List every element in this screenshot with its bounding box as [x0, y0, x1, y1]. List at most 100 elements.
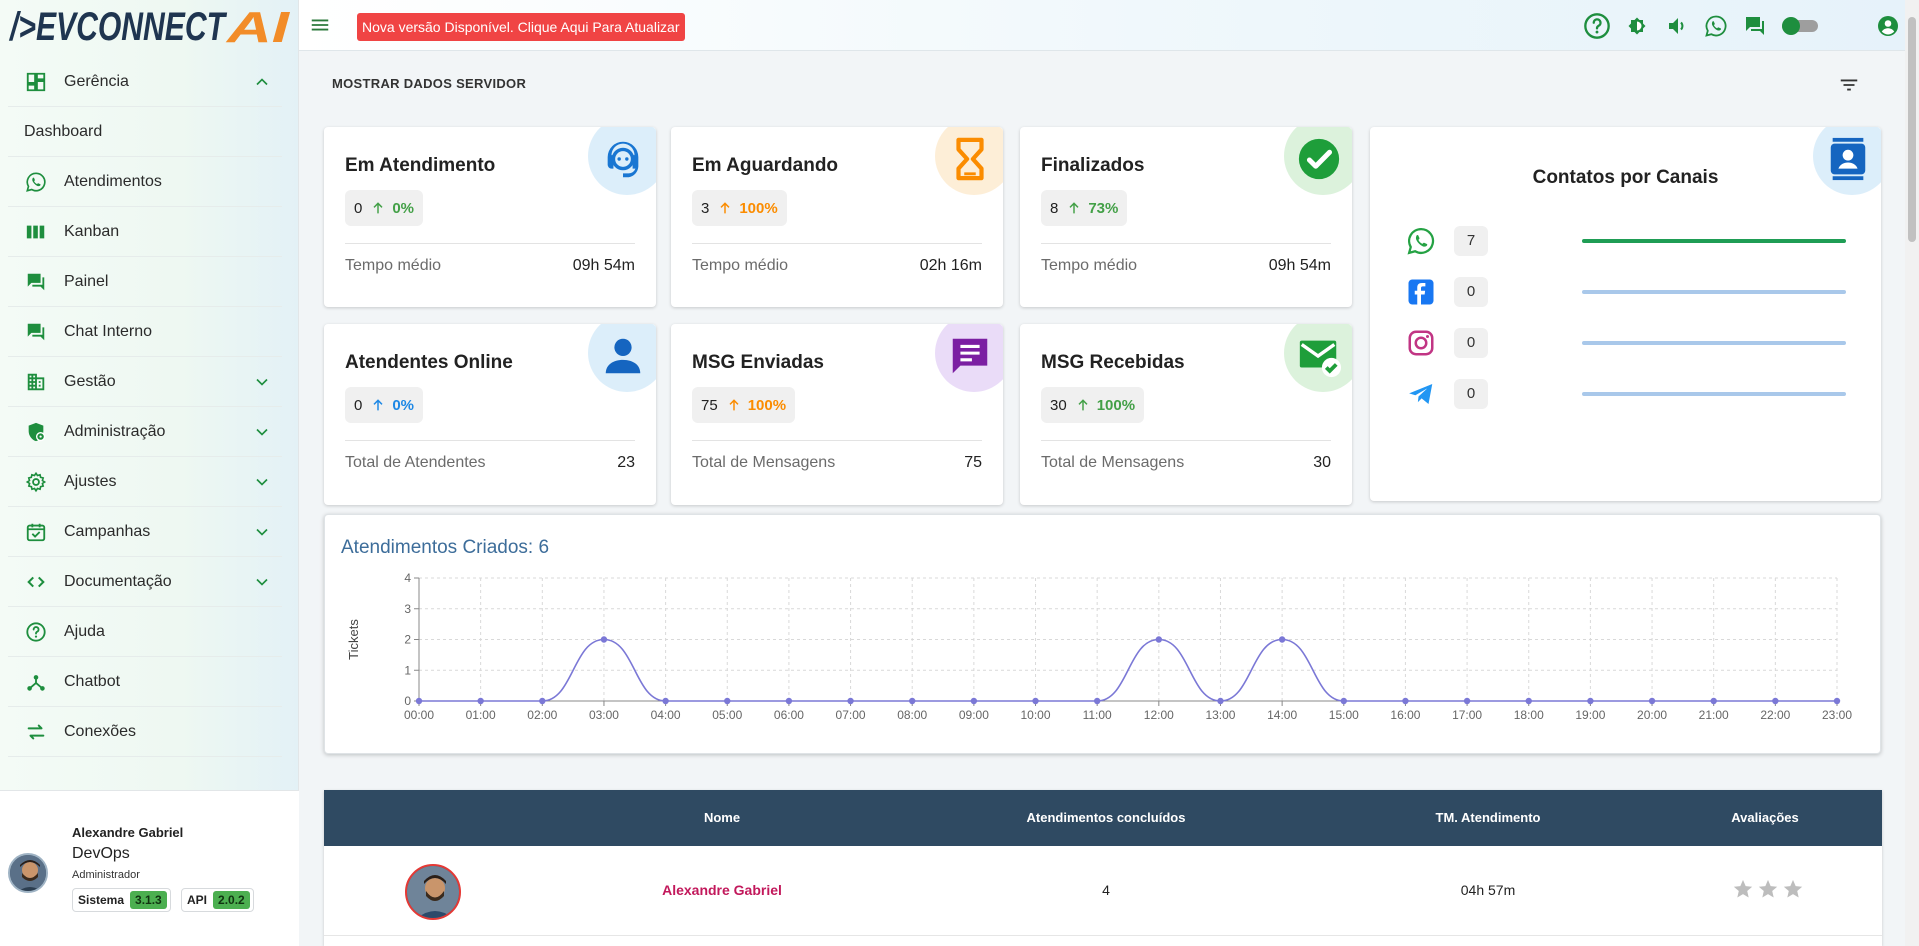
filter-icon[interactable] — [1838, 74, 1860, 96]
account-icon[interactable] — [1876, 14, 1900, 38]
sidebar: />EVCONNECT AI Gerência Dashboard Atendime… — [0, 0, 299, 946]
col-nome[interactable]: Nome — [703, 810, 741, 825]
sidebar-item-label: Documentação — [64, 572, 172, 590]
sidebar-item-painel[interactable]: Painel — [8, 257, 282, 307]
x-tick-label: 15:00 — [1329, 708, 1359, 722]
menu-icon[interactable] — [309, 14, 331, 36]
sidebar-item-label: Atendimentos — [64, 172, 162, 190]
api-version-number: 2.0.2 — [213, 891, 250, 909]
table-row[interactable]: Alexandre Gabriel 4 04h 57m — [324, 846, 1882, 936]
stat-card: MSG Enviadas 75 100% Total de Mensagens 75 — [671, 324, 1003, 505]
brightness-icon[interactable] — [1625, 14, 1649, 38]
card-title: MSG Enviadas — [692, 352, 824, 373]
card-title: MSG Recebidas — [1041, 352, 1185, 373]
stat-card: Atendentes Online 0 0% Total de Atendentes 2… — [324, 324, 656, 505]
col-avaliacoes[interactable]: Avaliações — [1731, 810, 1799, 825]
mail-check-icon — [1299, 340, 1342, 378]
card-footer-label: Total de Mensagens — [1041, 454, 1185, 471]
col-tm-atendimento[interactable]: TM. Atendimento — [1435, 810, 1541, 825]
topbar: Nova versão Disponível. Clique Aqui Para… — [299, 0, 1919, 51]
canal-count: 0 — [1454, 379, 1488, 409]
sidebar-item-gerencia[interactable]: Gerência — [8, 57, 282, 107]
sidebar-item-campanhas[interactable]: Campanhas — [8, 507, 282, 557]
card-divider — [345, 440, 635, 441]
card-footer-value: 23 — [617, 454, 635, 471]
arrow-up-icon — [1078, 399, 1088, 411]
sidebar-item-chat-interno[interactable]: Chat Interno — [8, 307, 282, 357]
sidebar-item-label: Conexões — [64, 722, 137, 740]
chat-icon[interactable] — [1743, 14, 1767, 38]
sidebar-item-gestao[interactable]: Gestão — [8, 357, 282, 407]
sidebar-item-label: Gerência — [64, 72, 129, 90]
chart-plot: 0 1 2 3 4 00:00 01:00 02:00 03:00 04:00 05:00 06:00… — [346, 571, 1852, 722]
sidebar-item-conexoes[interactable]: Conexões — [8, 707, 282, 757]
x-tick-label: 16:00 — [1390, 708, 1420, 722]
canal-bar — [1582, 341, 1846, 345]
whatsapp-icon — [1407, 227, 1435, 255]
star-icon — [1733, 879, 1753, 898]
message-icon — [952, 338, 988, 374]
card-count-badge: 3 100% — [692, 190, 787, 226]
x-tick-label: 12:00 — [1144, 708, 1174, 722]
card-footer-value: 75 — [964, 454, 982, 471]
x-tick-label: 10:00 — [1021, 708, 1051, 722]
x-tick-label: 03:00 — [589, 708, 619, 722]
canal-row-whatsapp: 7 — [1406, 224, 1846, 258]
brand-logo[interactable]: />EVCONNECT AI — [8, 2, 291, 50]
sidebar-item-atendimentos[interactable]: Atendimentos — [8, 157, 282, 207]
sidebar-nav: Gerência Dashboard Atendimentos Kanban Paine… — [8, 57, 282, 757]
data-point — [477, 697, 484, 705]
row-name[interactable]: Alexandre Gabriel — [662, 882, 782, 898]
sidebar-item-ajuda[interactable]: Ajuda — [8, 607, 282, 657]
api-version-badge: API 2.0.2 — [181, 888, 254, 912]
data-point — [1525, 697, 1532, 705]
sidebar-item-documentacao[interactable]: Documentação — [8, 557, 282, 607]
col-concluidos[interactable]: Atendimentos concluídos — [1026, 810, 1186, 825]
rating-stars — [1732, 878, 1804, 900]
user-role: DevOps — [72, 845, 130, 862]
arrow-up-icon — [373, 399, 383, 411]
x-tick-label: 19:00 — [1575, 708, 1605, 722]
scrollbar-thumb[interactable] — [1908, 17, 1916, 242]
calendar-check-icon — [8, 521, 64, 543]
y-tick-label: 3 — [404, 602, 411, 616]
card-footer-label: Tempo médio — [692, 257, 789, 274]
sidebar-item-kanban[interactable]: Kanban — [8, 207, 282, 257]
series-line — [419, 638, 1837, 702]
sidebar-item-administracao[interactable]: Administração — [8, 407, 282, 457]
y-tick-label: 2 — [404, 633, 411, 647]
card-footer-value: 09h 54m — [1268, 257, 1331, 274]
theme-toggle[interactable] — [1779, 14, 1821, 38]
avatar[interactable] — [8, 853, 48, 893]
kanban-icon — [8, 221, 64, 243]
x-tick-label: 02:00 — [527, 708, 557, 722]
canal-bar — [1582, 392, 1846, 396]
x-tick-label: 06:00 — [774, 708, 804, 722]
data-point — [1833, 697, 1841, 705]
mail-check-icon-circle — [1284, 324, 1352, 392]
page-scrollbar[interactable] — [1905, 0, 1919, 946]
card-divider — [692, 243, 982, 244]
update-banner[interactable]: Nova versão Disponível. Clique Aqui Para… — [357, 13, 685, 41]
row-concluidos: 4 — [1102, 882, 1110, 898]
sidebar-item-ajustes[interactable]: Ajustes — [8, 457, 282, 507]
volume-icon[interactable] — [1665, 14, 1689, 38]
hub-icon — [8, 671, 64, 693]
show-server-data-button[interactable]: MOSTRAR DADOS SERVIDOR — [332, 76, 527, 91]
chevron-up-icon — [242, 72, 282, 92]
help-icon[interactable] — [1583, 12, 1611, 40]
sidebar-item-chatbot[interactable]: Chatbot — [8, 657, 282, 707]
sidebar-item-label: Kanban — [64, 222, 120, 240]
data-point — [662, 697, 669, 705]
y-tick-label: 4 — [404, 571, 411, 585]
user-profile: Administrador — [72, 869, 140, 881]
sidebar-item-dashboard[interactable]: Dashboard — [8, 107, 282, 157]
x-tick-label: 18:00 — [1514, 708, 1544, 722]
contact-card-icon-circle — [1813, 127, 1881, 195]
card-footer-value: 02h 16m — [919, 257, 982, 274]
card-count-badge: 0 0% — [345, 190, 424, 226]
hourglass-icon — [956, 137, 984, 181]
x-tick-label: 09:00 — [959, 708, 989, 722]
whatsapp-icon[interactable] — [1704, 14, 1728, 38]
arrow-up-icon — [373, 202, 383, 214]
